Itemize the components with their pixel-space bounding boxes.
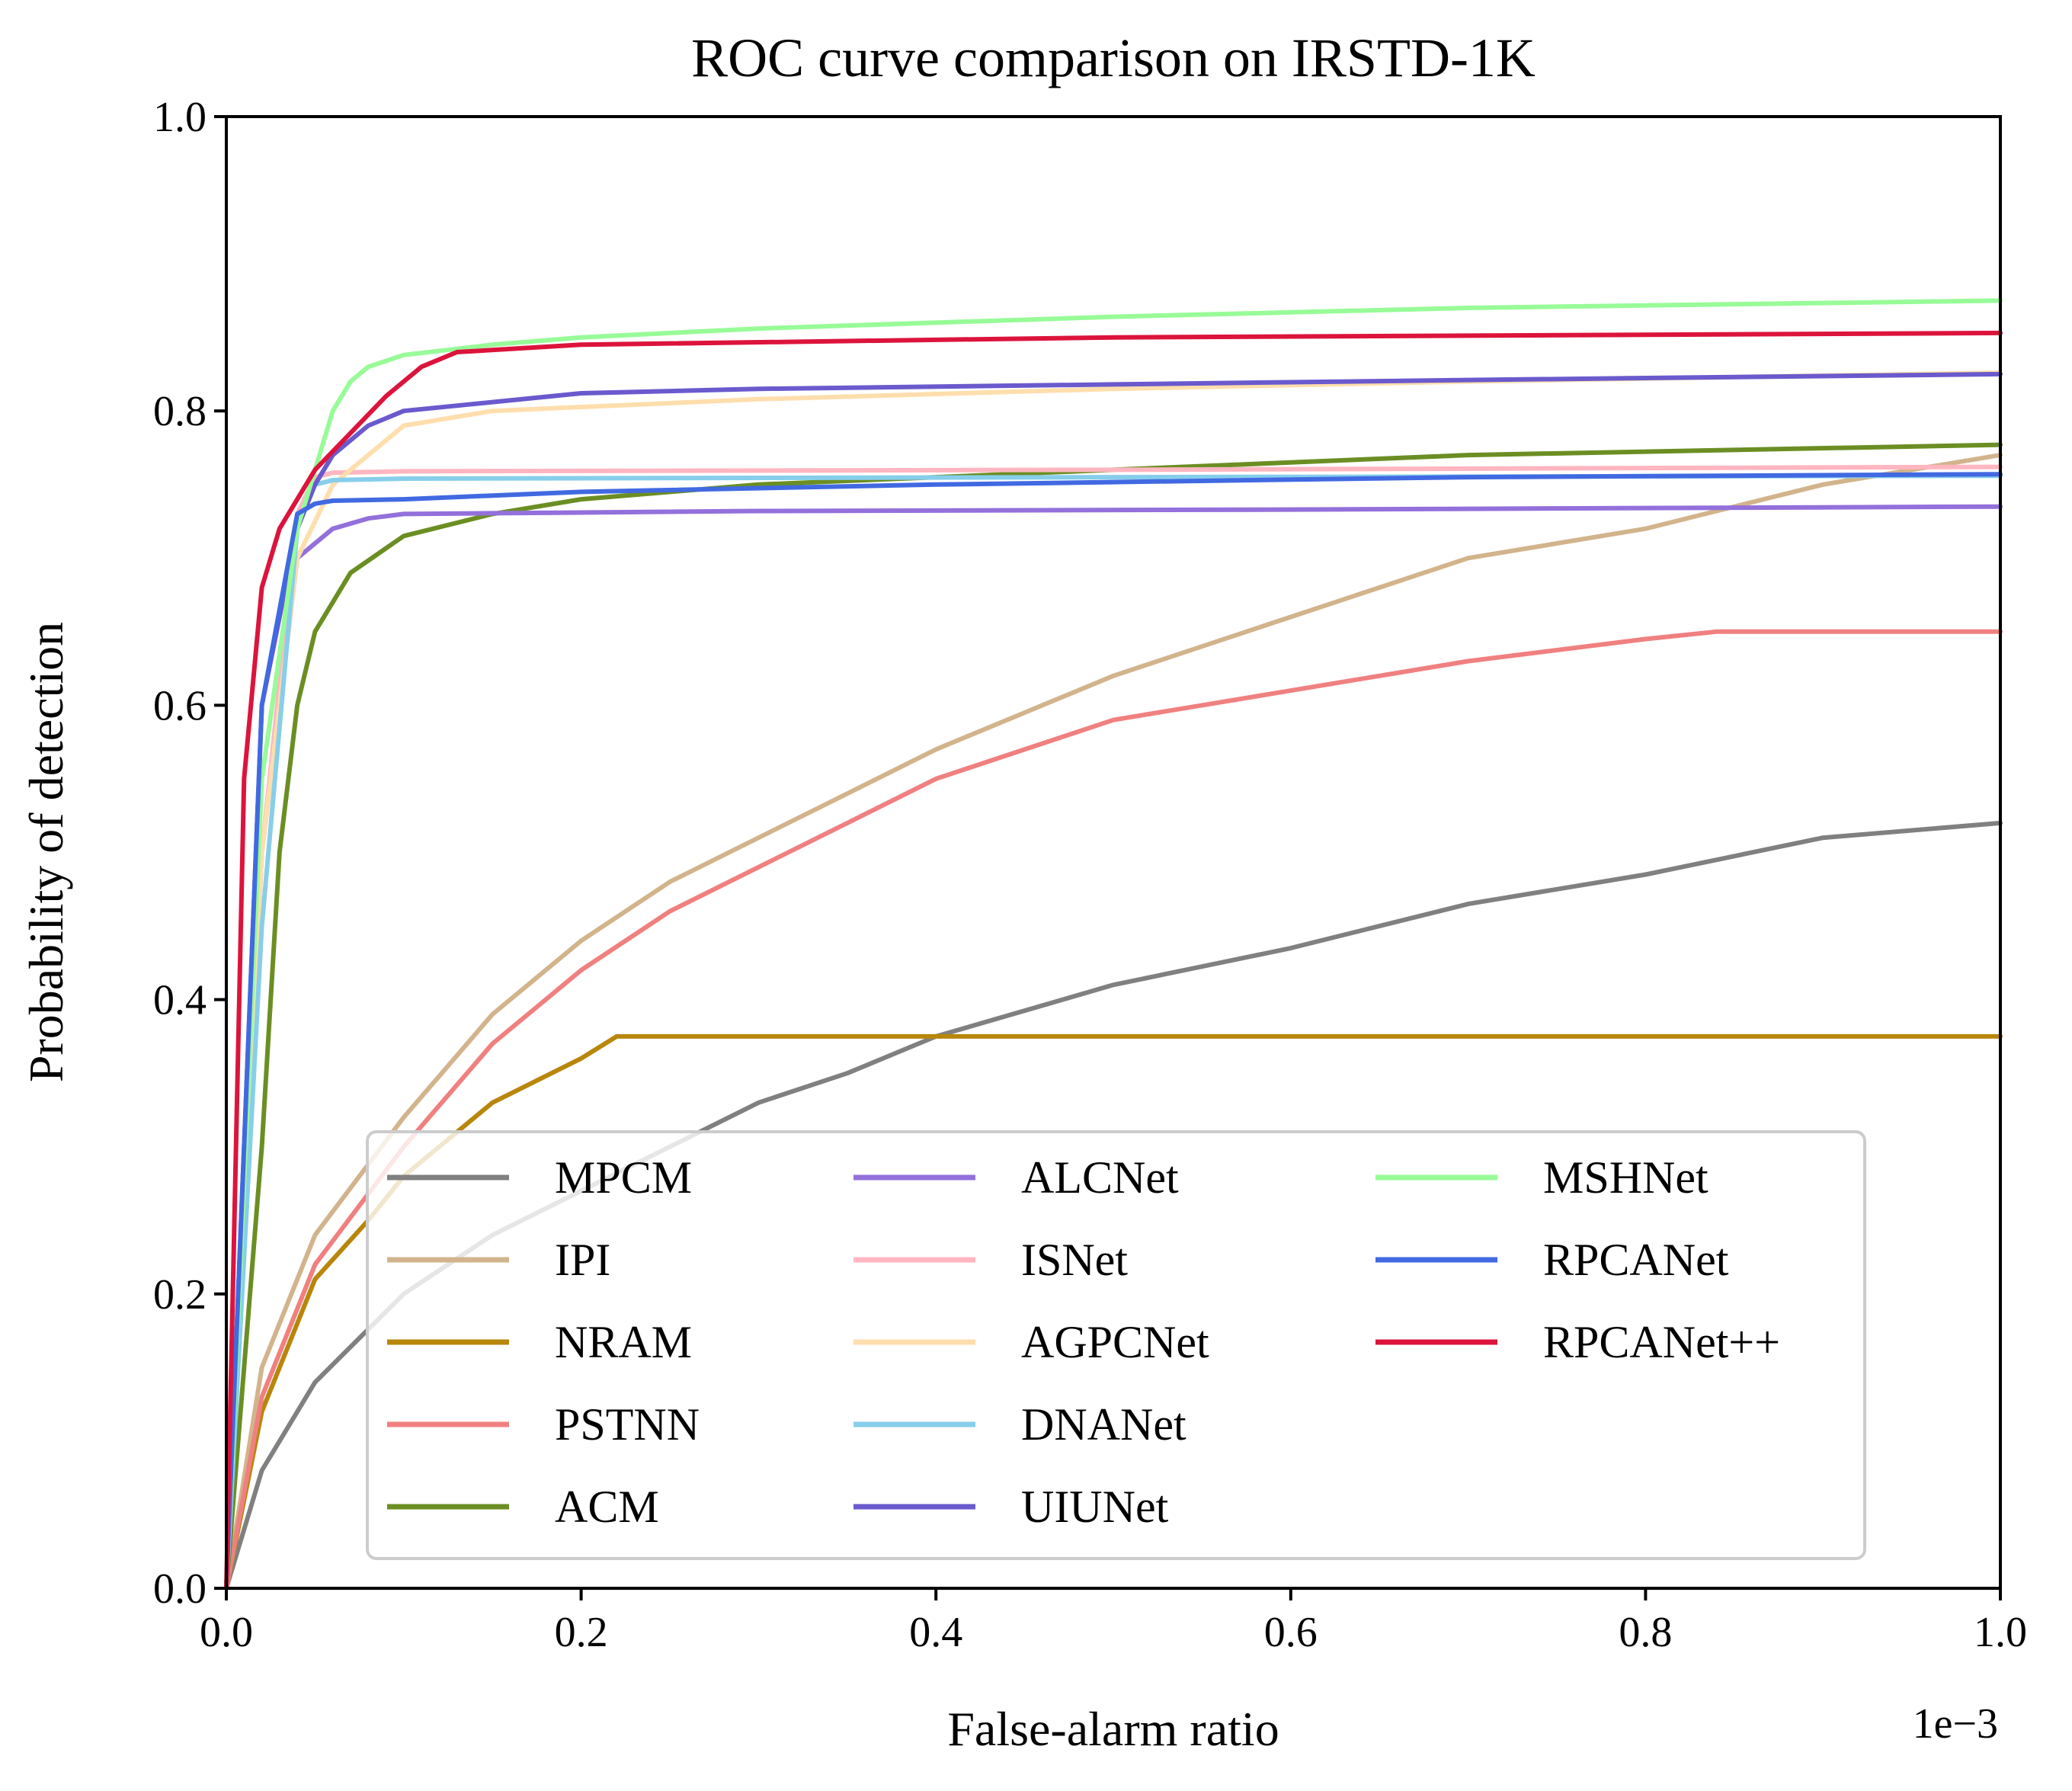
legend: MPCM IPI NRAM PSTNN ACM ALCNet ISNet AGPCNet DNA… [366,1130,1866,1560]
x-tick-label: 0.4 [909,1609,962,1656]
y-tick-label: 0.6 [153,682,207,729]
legend-label: MSHNet [1543,1152,1709,1203]
legend-label: PSTNN [555,1399,700,1450]
series-line-ipi [224,453,2003,1591]
x-tick-label: 0.6 [1264,1609,1318,1656]
legend-label: NRAM [555,1317,692,1367]
legend-label: MPCM [555,1152,692,1203]
x-tick-label: 0.2 [555,1609,608,1656]
legend-label: ALCNet [1021,1152,1179,1203]
legend-label: ACM [555,1482,659,1532]
plot-frame [225,115,2002,1590]
y-tick-label: 1.0 [153,94,207,141]
x-tick-label: 0.0 [200,1609,253,1656]
legend-label: RPCANet++ [1543,1317,1780,1367]
legend-label: DNANet [1021,1399,1187,1450]
y-axis-label: Probability of detection [19,622,73,1082]
series-line-rpcanetplusplus [224,330,2003,1591]
legend-label: RPCANet [1543,1235,1729,1285]
series-line-rpcanet [224,472,2003,1591]
legend-label: AGPCNet [1021,1317,1209,1367]
x-axis-label: False-alarm ratio [947,1702,1279,1756]
legend-label: UIUNet [1021,1482,1169,1532]
chart-title: ROC curve comparison on IRSTD-1K [691,27,1536,88]
legend-box [366,1130,1866,1560]
series-line-dnanet [224,473,2003,1591]
y-tick-label: 0.0 [153,1565,207,1613]
x-tick-label: 0.8 [1619,1609,1672,1656]
x-tick-label: 1.0 [1974,1609,2027,1656]
x-axis-ticks: 0.0 0.2 0.4 0.6 0.8 1.0 [200,1588,2027,1656]
legend-label: ISNet [1021,1235,1128,1285]
series-line-mpcm [224,820,2003,1591]
y-axis-ticks: 0.0 0.2 0.4 0.6 0.8 1.0 [153,94,226,1613]
plot-lines [224,298,2003,1591]
series-line-mshnet [224,298,2003,1591]
series-line-pstnn [224,629,2003,1591]
x-axis-offset-label: 1e−3 [1913,1700,1998,1748]
y-tick-label: 0.8 [153,388,207,435]
y-tick-label: 0.2 [153,1271,207,1318]
legend-label: IPI [555,1235,610,1285]
y-tick-label: 0.4 [153,977,207,1024]
